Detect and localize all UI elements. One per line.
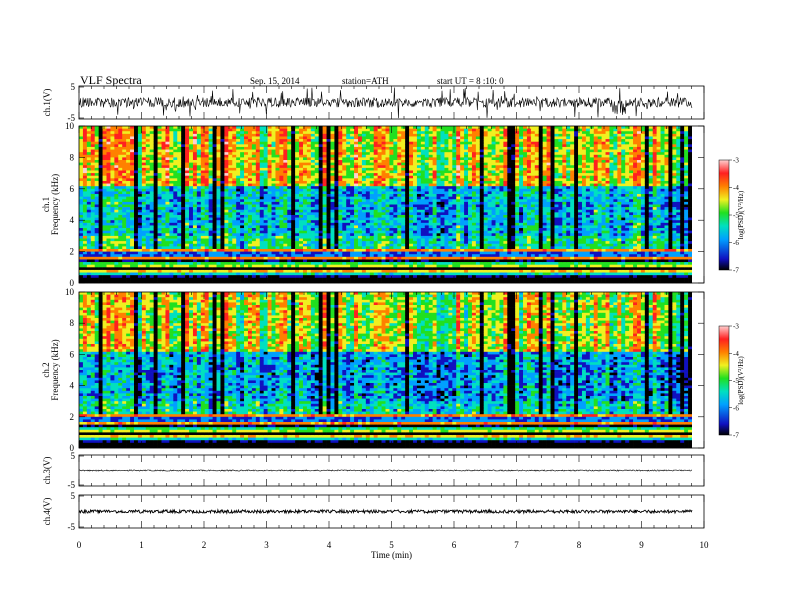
- colorbar-tick-label-ch1: -5: [733, 212, 739, 220]
- x-tick-label: 8: [577, 540, 582, 550]
- x-tick-label: 5: [389, 540, 394, 550]
- colorbar-label-ch2: log(PSD)(V²/Hz): [737, 356, 745, 405]
- colorbar-tick-label-ch1: -3: [733, 157, 739, 165]
- x-tick-label: 2: [202, 540, 207, 550]
- ch3-waveform-trace: [78, 469, 693, 472]
- y-tick-label-ch1-spec: 0: [70, 278, 75, 288]
- colorbar-label-ch1: log(PSD)(V²/Hz): [737, 190, 745, 239]
- ylabel-ch2-spec: Frequency (kHz): [50, 339, 60, 400]
- station-label: station=ATH: [342, 76, 389, 86]
- x-tick-label: 6: [452, 540, 457, 550]
- colorbar-tick-label-ch1: -4: [733, 184, 739, 192]
- y-tick-label-ch1-spec: 6: [70, 184, 75, 194]
- y-tick-label-ch1-spec: 10: [65, 121, 75, 131]
- y-tick-label-ch2-spec: 10: [65, 287, 75, 297]
- y-tick-label-ch1-spec: 2: [70, 247, 75, 257]
- y-tick-label-ch2-spec: 0: [70, 443, 75, 453]
- x-tick-label: 10: [700, 540, 710, 550]
- y-tick-label-ch3: 5: [71, 451, 76, 461]
- x-tick-label: 3: [264, 540, 269, 550]
- y-tick-label-ch4: 5: [71, 491, 76, 501]
- y-tick-label-ch2-spec: 8: [70, 318, 75, 328]
- y-tick-label-ch4: -5: [68, 522, 76, 532]
- colorbar-tick-label-ch2: -5: [733, 377, 739, 385]
- colorbar-tick-label-ch2: -7: [733, 432, 739, 440]
- start-time-label: start UT = 8 :10: 0: [437, 76, 504, 86]
- y-tick-label-ch2-spec: 6: [70, 349, 75, 359]
- colorbar-tick-label-ch2: -3: [733, 323, 739, 331]
- y-tick-label-ch2-spec: 4: [70, 381, 75, 391]
- ylabel-ch1-spec: ch.1: [41, 197, 51, 212]
- ylabel-ch1: ch.1(V): [42, 89, 52, 117]
- x-tick-label: 9: [639, 540, 644, 550]
- y-tick-label-ch1: 5: [71, 82, 76, 92]
- spectrogram-ch2: [79, 292, 704, 449]
- ylabel-ch3: ch.3(V): [42, 457, 52, 485]
- y-tick-label-ch1-spec: 4: [70, 215, 75, 225]
- ch4-waveform-trace: [78, 508, 693, 515]
- colorbar-tick-label-ch1: -7: [733, 267, 739, 275]
- colorbar-ch2: [718, 325, 730, 436]
- x-tick-label: 1: [139, 540, 144, 550]
- colorbar-tick-label-ch2: -4: [733, 350, 739, 358]
- colorbar-ch1: [718, 159, 730, 271]
- ylabel-ch2-spec: ch.2: [41, 362, 51, 377]
- x-tick-label: 0: [77, 540, 82, 550]
- x-axis-label: Time (min): [371, 550, 412, 560]
- y-tick-label-ch1: -5: [68, 113, 76, 123]
- y-tick-label-ch2-spec: 2: [70, 412, 75, 422]
- x-tick-label: 7: [514, 540, 519, 550]
- date-label: Sep. 15, 2014: [250, 76, 300, 86]
- chart-title: VLF Spectra: [80, 73, 142, 87]
- colorbar-tick-label-ch2: -6: [733, 404, 739, 412]
- ylabel-ch4: ch.4(V): [42, 498, 52, 526]
- y-tick-label-ch3: -5: [68, 480, 76, 490]
- y-tick-label-ch1-spec: 8: [70, 152, 75, 162]
- ylabel-ch1-spec: Frequency (kHz): [50, 174, 60, 235]
- colorbar-tick-label-ch1: -6: [733, 239, 739, 247]
- x-tick-label: 4: [327, 540, 332, 550]
- spectrogram-ch1: [79, 126, 704, 284]
- ch1-waveform-trace: [78, 87, 693, 119]
